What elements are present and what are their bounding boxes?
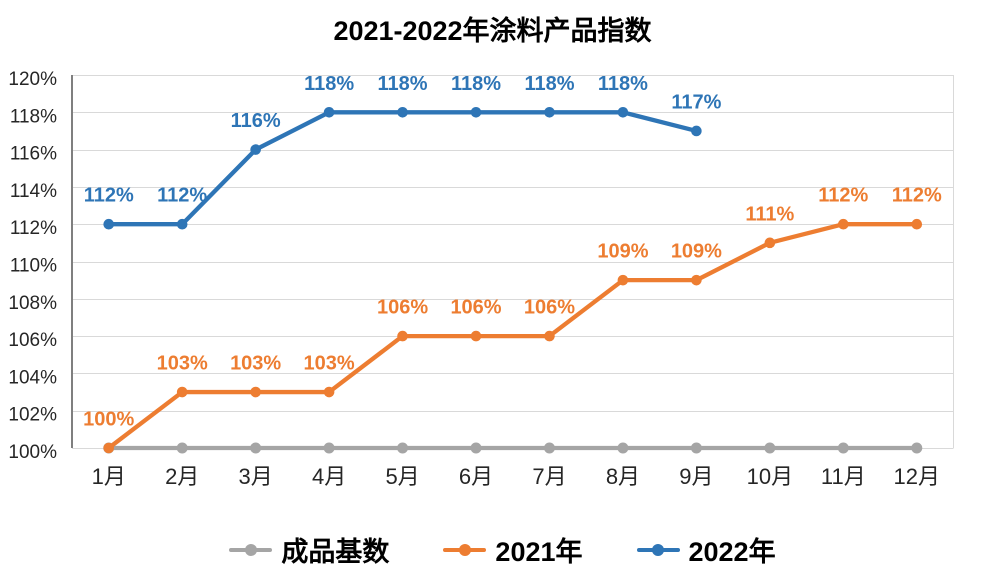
chart-title: 2021-2022年涂料产品指数 [333, 16, 652, 46]
y-tick-label: 118% [10, 106, 57, 127]
line-chart-canvas: 100% 102% 104% 106% 108% 110% 112% 114% 116% 118%… [8, 69, 954, 489]
legend-item-2: 2022年 [636, 530, 776, 569]
data-label-2: 116% [231, 110, 281, 132]
y-tick-label: 106% [8, 330, 57, 351]
series-marker-2 [544, 107, 555, 118]
data-label-2: 118% [598, 73, 648, 95]
x-tick-label: 3月 [239, 464, 273, 489]
y-tick-label: 116% [10, 144, 57, 165]
data-label-1: 103% [304, 353, 355, 375]
series-marker-1 [617, 274, 629, 286]
x-tick-label: 5月 [385, 464, 419, 489]
series-marker-0 [837, 442, 849, 454]
series-marker-1 [250, 386, 261, 398]
legend-marker-icon [229, 543, 273, 556]
legend-label: 成品基数 [281, 537, 390, 567]
x-tick-label: 1月 [92, 464, 126, 489]
series-marker-0 [690, 442, 702, 454]
series-marker-2 [176, 218, 188, 230]
x-tick-label: 8月 [606, 464, 640, 489]
series-marker-0 [323, 442, 335, 454]
x-tick-label: 7月 [532, 464, 566, 489]
series-marker-0 [911, 442, 923, 454]
y-tick-label: 112% [10, 218, 57, 239]
x-tick-label: 10月 [747, 464, 793, 489]
data-label-2: 112% [157, 185, 207, 207]
series-marker-1 [470, 330, 482, 342]
series-marker-1 [176, 386, 188, 398]
series-marker-1 [323, 386, 335, 398]
y-tick-label: 108% [8, 293, 57, 314]
data-label-1: 100% [83, 409, 134, 431]
x-tick-label: 6月 [459, 464, 493, 489]
series-marker-0 [176, 442, 188, 454]
y-tick-label: 100% [8, 442, 57, 463]
x-tick-label: 12月 [894, 464, 940, 489]
legend-marker-icon [443, 543, 487, 556]
data-label-1: 106% [524, 297, 575, 319]
data-label-2: 118% [451, 73, 501, 95]
legend-label: 2021年 [495, 537, 583, 567]
series-marker-2 [250, 144, 261, 155]
x-tick-label: 9月 [679, 464, 713, 489]
series-marker-1 [911, 218, 923, 230]
series-marker-2 [691, 125, 702, 137]
series-marker-0 [250, 442, 262, 454]
data-label-1: 112% [818, 185, 868, 207]
data-label-1: 106% [377, 297, 428, 319]
data-label-2: 118% [304, 73, 354, 95]
series-marker-1 [764, 237, 776, 249]
y-tick-label: 102% [8, 405, 57, 426]
data-label-1: 111% [745, 203, 794, 225]
series-marker-2 [323, 107, 335, 118]
series-marker-1 [544, 330, 555, 342]
series-marker-1 [838, 218, 849, 230]
x-tick-label: 4月 [312, 464, 346, 489]
series-marker-2 [617, 107, 629, 118]
series-marker-0 [617, 442, 629, 454]
data-label-1: 109% [671, 241, 722, 263]
x-tick-label: 2月 [165, 464, 199, 489]
series-marker-2 [397, 107, 408, 118]
y-tick-label: 110% [10, 256, 57, 277]
x-tick-label: 11月 [821, 464, 866, 489]
legend-item-0: 成品基数 [229, 530, 389, 569]
y-tick-label: 104% [8, 367, 57, 388]
y-tick-label: 120% [8, 69, 57, 90]
data-label-2: 118% [378, 73, 428, 95]
legend-marker-icon [636, 543, 680, 556]
series-marker-1 [103, 442, 115, 454]
series-marker-0 [470, 442, 482, 454]
data-label-1: 103% [157, 353, 208, 375]
legend-item-1: 2021年 [443, 530, 583, 569]
chart-legend: 成品基数 2021年 2022年 [10, 530, 985, 569]
data-label-1: 103% [230, 353, 281, 375]
series-marker-1 [397, 330, 408, 342]
data-label-2: 112% [84, 185, 134, 207]
data-label-1: 106% [450, 297, 501, 319]
y-tick-label: 114% [10, 181, 57, 202]
series-marker-0 [543, 442, 555, 454]
data-label-1: 112% [892, 185, 942, 207]
series-marker-1 [691, 274, 702, 286]
series-marker-2 [103, 218, 115, 230]
series-line-1 [106, 222, 919, 451]
series-marker-0 [397, 442, 409, 454]
series-marker-2 [470, 107, 482, 118]
data-label-1: 109% [597, 241, 648, 263]
series-marker-0 [764, 442, 776, 454]
data-label-2: 117% [671, 91, 721, 113]
series-line-2 [106, 110, 699, 227]
data-label-2: 118% [524, 73, 574, 95]
legend-label: 2022年 [688, 537, 776, 567]
